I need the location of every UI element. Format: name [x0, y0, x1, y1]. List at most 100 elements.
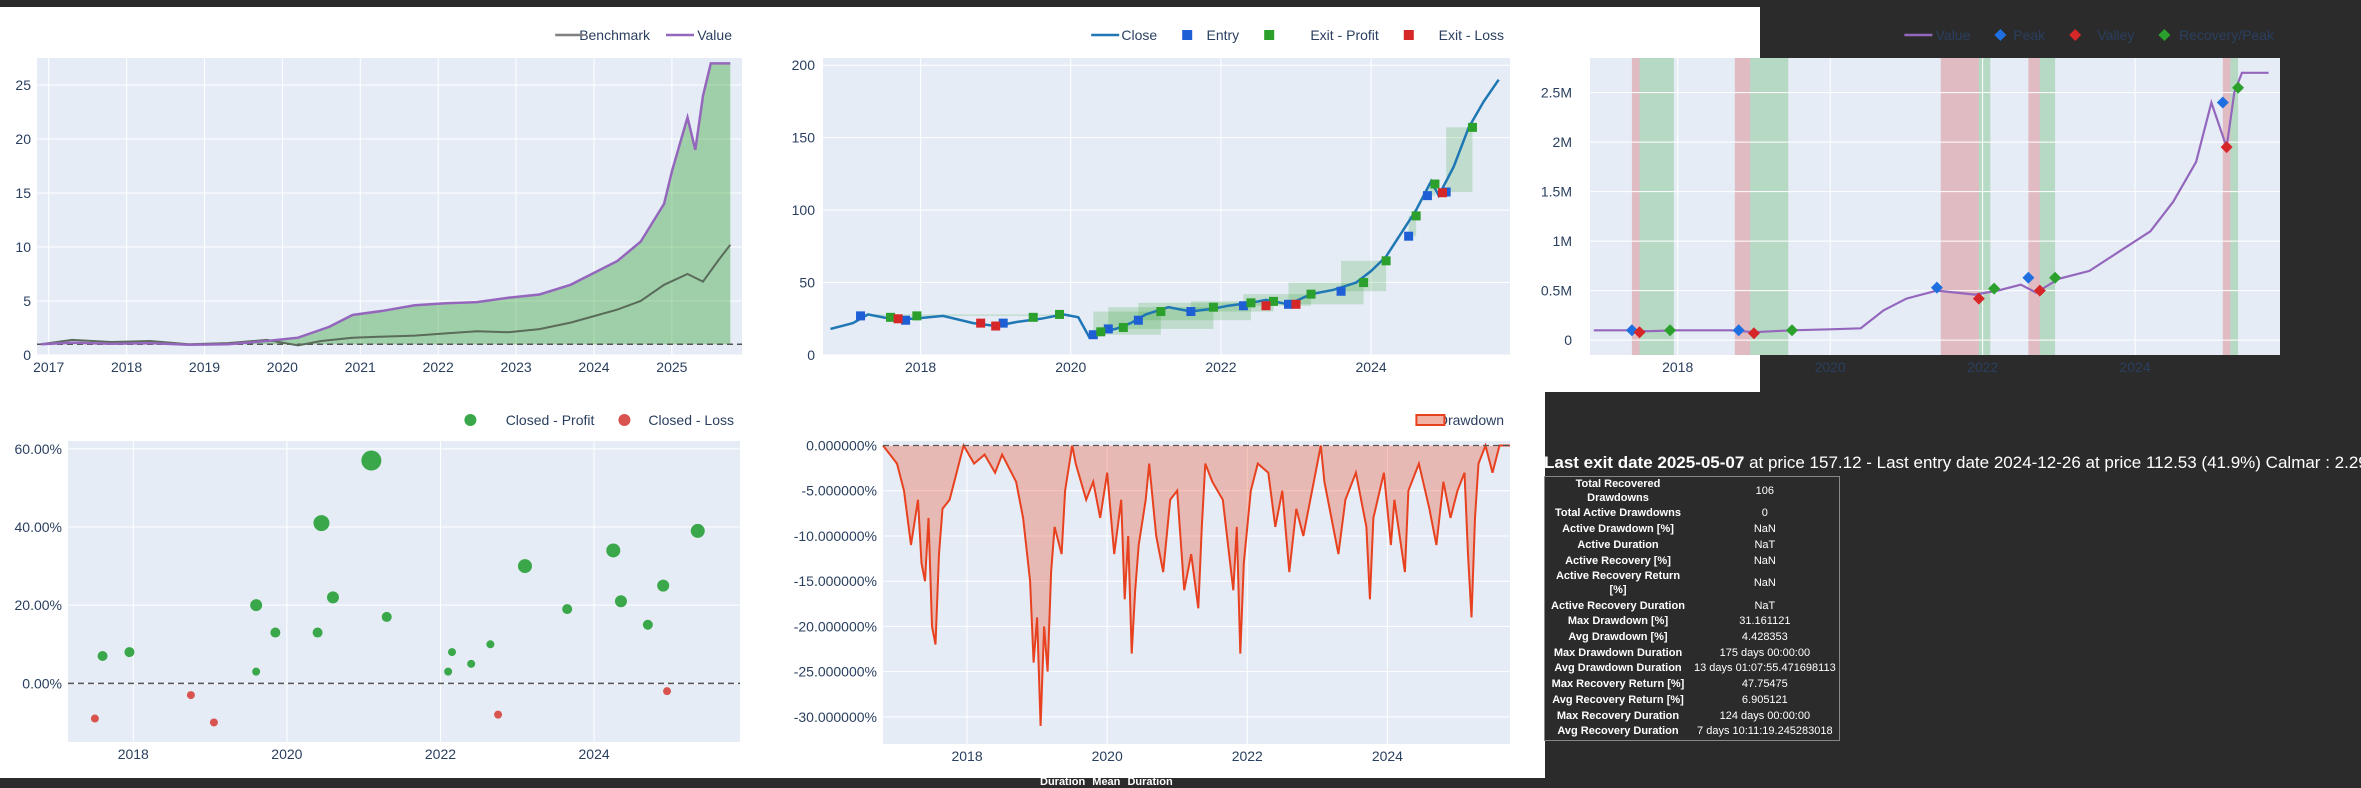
exit-loss-marker [1437, 188, 1447, 198]
exit-loss-marker [893, 314, 903, 324]
x-tick-label: 2020 [271, 746, 302, 762]
closed-profit-point [606, 543, 621, 558]
closed-profit-point [562, 604, 573, 615]
closed-profit-point [690, 523, 705, 538]
stats-key: Total Recovered Drawdowns [1575, 478, 1661, 504]
x-tick-label: 2022 [1967, 359, 1998, 375]
stats-key: Max Recovery Return [%] [1551, 678, 1685, 691]
closed-profit-point [517, 559, 532, 574]
y-tick-label: 200 [792, 57, 816, 73]
valley-marker [1747, 327, 1760, 340]
legend-label: Value [697, 27, 732, 43]
stats-row: Total Active Drawdowns 0 [1545, 506, 1840, 522]
y-tick-label: 20 [15, 131, 31, 147]
x-tick-label: 2018 [118, 746, 149, 762]
legend-swatch [618, 414, 631, 426]
x-tick-label: 2018 [905, 359, 936, 375]
stats-value: 175 days 00:00:00 [1719, 646, 1811, 659]
chart-underwater: 2018 2020 2022 2024 0.000000% -5.000000% -10.0… [794, 412, 1510, 764]
entry-marker [1422, 191, 1432, 201]
exit-profit-marker [1268, 296, 1278, 306]
entry-marker [998, 318, 1008, 328]
legend-label: Closed - Loss [648, 412, 734, 428]
x-tick-label: 2020 [1055, 359, 1086, 375]
closed-profit-point [381, 611, 392, 622]
drawdown-band [2230, 58, 2239, 355]
plot-area [823, 58, 1510, 355]
exit-profit-marker [1381, 256, 1391, 266]
closed-profit-point [448, 648, 456, 657]
stats-key: Max Drawdown [%] [1567, 615, 1669, 628]
y-tick-label: 20.00% [15, 597, 62, 613]
legend-label: Closed - Profit [506, 412, 595, 428]
exit-profit-marker [1306, 289, 1316, 299]
stats-row: Avg Drawdown Duration 13 days 01:07:55.47… [1545, 661, 1840, 677]
drawdown-band [1639, 58, 1674, 355]
y-tick-label: -15.000000% [794, 573, 877, 589]
y-tick-label: 2M [1553, 134, 1572, 150]
drawdown-band [2039, 58, 2056, 355]
x-tick-label: 2022 [1232, 748, 1263, 764]
entry-marker [1133, 315, 1143, 325]
stats-key: Active Recovery [%] [1565, 554, 1671, 567]
stats-value: 31.161121 [1739, 615, 1791, 628]
exit-profit-marker [1156, 307, 1166, 317]
legend-swatch [1182, 30, 1193, 40]
summary-rest: at price 157.12 - Last entry date 2024-1… [1744, 453, 2361, 472]
stats-value: 124 days 00:00:00 [1719, 709, 1811, 722]
entry-marker [1284, 299, 1294, 309]
x-tick-label: 2019 [189, 359, 220, 375]
entry-marker [856, 311, 866, 321]
exit-profit-marker [1028, 312, 1038, 322]
stats-row: Active Recovery [%] NaN [1545, 554, 1840, 570]
closed-profit-point [97, 651, 108, 661]
stats-row: Active Duration NaT [1545, 538, 1840, 554]
closed-profit-point [312, 627, 323, 638]
legend-label: Exit - Loss [1439, 27, 1504, 43]
closed-profit-point [467, 659, 476, 668]
closed-profit-point [614, 595, 627, 608]
legend-swatch [2069, 29, 2082, 41]
y-tick-label: 1.5M [1541, 184, 1572, 200]
stats-row: Active Recovery Duration NaT [1545, 599, 1840, 615]
closed-profit-point [252, 667, 261, 676]
legend-label: Entry [1207, 27, 1240, 43]
y-tick-label: 0 [23, 347, 31, 363]
stats-value: 0 [1761, 507, 1768, 520]
trade-zone [860, 314, 1060, 316]
legend-label: Close [1121, 27, 1157, 43]
legend-swatch [464, 414, 477, 426]
y-tick-label: 0 [1564, 332, 1572, 348]
exit-loss-marker [1291, 299, 1301, 309]
recovery-marker [2049, 271, 2062, 284]
x-tick-label: 2022 [423, 359, 454, 375]
entry-marker [901, 315, 911, 325]
drawdown-band [1750, 58, 1789, 355]
peak-marker [1732, 324, 1745, 337]
legend-label: Recovery/Peak [2179, 27, 2275, 43]
y-tick-label: 50 [799, 275, 815, 291]
stats-value: 6.905121 [1741, 693, 1788, 706]
stats-value: 4.428353 [1741, 631, 1788, 644]
y-tick-label: -5.000000% [801, 483, 877, 499]
y-tick-label: 5 [23, 293, 31, 309]
stats-value: NaN [1753, 523, 1776, 536]
y-tick-label: 150 [792, 130, 816, 146]
stats-key: Max Drawdown Duration [1553, 646, 1683, 659]
stats-key: Total Active Drawdowns [1555, 507, 1681, 520]
legend-label: Benchmark [579, 27, 651, 43]
x-tick-label: 2022 [425, 746, 456, 762]
y-tick-label: -30.000000% [794, 709, 877, 725]
legend-label: Peak [2013, 27, 2046, 43]
x-tick-label: 2024 [578, 359, 609, 375]
chart-trade-returns: 2018 2020 2022 2024 0.00% 20.00% 40.00% 60.00% C… [15, 412, 740, 762]
closed-profit-point [642, 619, 653, 630]
stats-row: Avg Recovery Duration 7 days 10:11:19.245… [1545, 724, 1840, 740]
exit-loss-marker [976, 318, 986, 328]
x-tick-label: 2018 [111, 359, 142, 375]
stats-row: Avg Drawdown [%] 4.428353 [1545, 630, 1840, 646]
legend-swatch [1994, 29, 2007, 41]
x-tick-label: 2024 [1372, 748, 1403, 764]
stats-key: Active Recovery Return [%] [1555, 570, 1681, 596]
